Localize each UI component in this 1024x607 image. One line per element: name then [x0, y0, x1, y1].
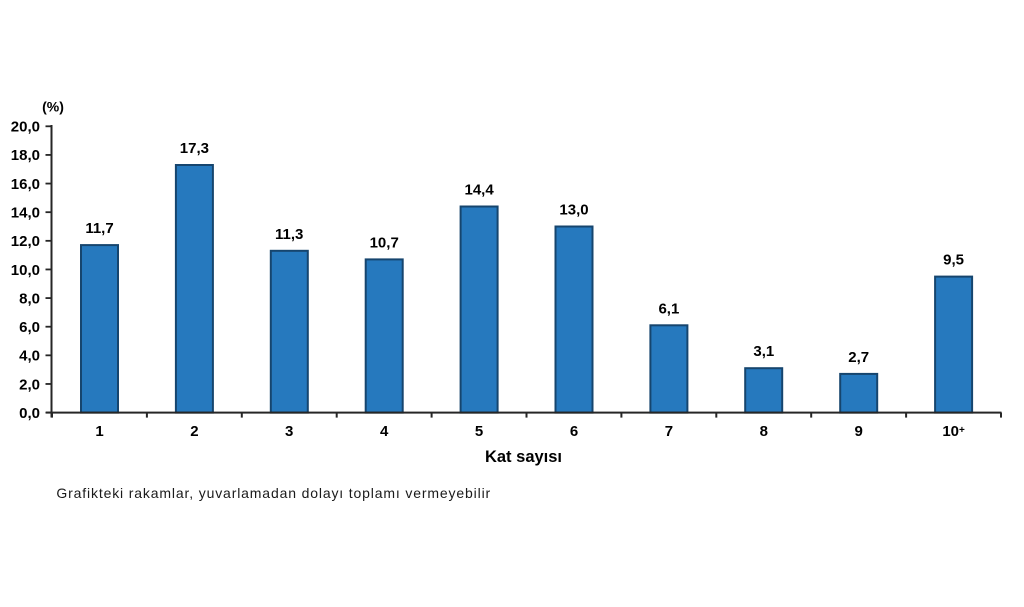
svg-text:3: 3	[285, 423, 293, 440]
svg-text:4,0: 4,0	[19, 348, 40, 365]
svg-text:3,1: 3,1	[753, 343, 774, 360]
svg-text:11,7: 11,7	[85, 220, 113, 237]
svg-text:6,1: 6,1	[658, 300, 679, 317]
svg-text:2: 2	[190, 423, 198, 440]
svg-text:12,0: 12,0	[11, 233, 40, 250]
svg-text:8: 8	[760, 423, 768, 440]
svg-text:7: 7	[665, 423, 673, 440]
svg-text:(%): (%)	[42, 99, 64, 115]
svg-text:2,7: 2,7	[848, 349, 869, 366]
svg-text:14,0: 14,0	[11, 205, 40, 222]
svg-text:1: 1	[95, 423, 103, 440]
svg-text:9: 9	[855, 423, 863, 440]
svg-text:0,0: 0,0	[19, 405, 40, 422]
svg-text:Kat sayısı: Kat sayısı	[485, 448, 562, 466]
svg-text:5: 5	[475, 423, 483, 440]
svg-text:11,3: 11,3	[275, 226, 303, 243]
svg-text:10,0: 10,0	[11, 262, 40, 279]
svg-text:14,4: 14,4	[464, 182, 494, 199]
svg-text:2,0: 2,0	[19, 376, 40, 393]
svg-text:17,3: 17,3	[180, 140, 209, 157]
svg-text:18,0: 18,0	[11, 147, 40, 164]
svg-text:4: 4	[380, 423, 389, 440]
svg-text:9,5: 9,5	[943, 252, 964, 269]
svg-text:Grafikteki rakamlar, yuvarlama: Grafikteki rakamlar, yuvarlamadan dolayı…	[56, 485, 491, 501]
svg-text:13,0: 13,0	[559, 202, 588, 219]
svg-text:6,0: 6,0	[19, 319, 40, 336]
svg-text:16,0: 16,0	[11, 176, 40, 193]
svg-text:20,0: 20,0	[11, 119, 40, 136]
svg-text:6: 6	[570, 423, 578, 440]
svg-text:10,7: 10,7	[370, 234, 399, 251]
svg-text:10+: 10+	[942, 423, 965, 440]
svg-text:8,0: 8,0	[19, 290, 40, 307]
